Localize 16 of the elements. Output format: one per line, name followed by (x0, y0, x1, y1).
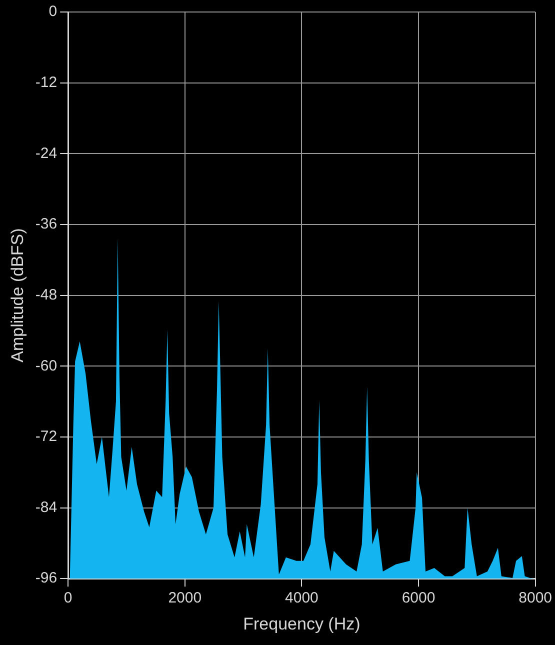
x-tick-label: 2000 (168, 590, 202, 607)
x-tick-label: 8000 (518, 590, 552, 607)
x-tick-label: 0 (64, 590, 72, 607)
y-tick-label: -60 (35, 357, 58, 374)
y-tick-label: 0 (48, 3, 58, 20)
y-tick-label: -24 (35, 144, 58, 162)
y-tick-label: -72 (35, 428, 58, 446)
x-tick-label: 4000 (285, 590, 318, 607)
y-tick-label: -96 (35, 570, 58, 587)
y-tick-label: -48 (35, 286, 58, 304)
y-tick-label: -84 (35, 498, 58, 516)
x-axis-title: Frequency (Hz) (243, 614, 360, 634)
y-axis-title: Amplitude (dBFS) (8, 228, 27, 362)
x-tick-label: 6000 (402, 590, 436, 607)
y-tick-label: -36 (35, 216, 58, 233)
y-tick-label: -12 (35, 74, 58, 91)
